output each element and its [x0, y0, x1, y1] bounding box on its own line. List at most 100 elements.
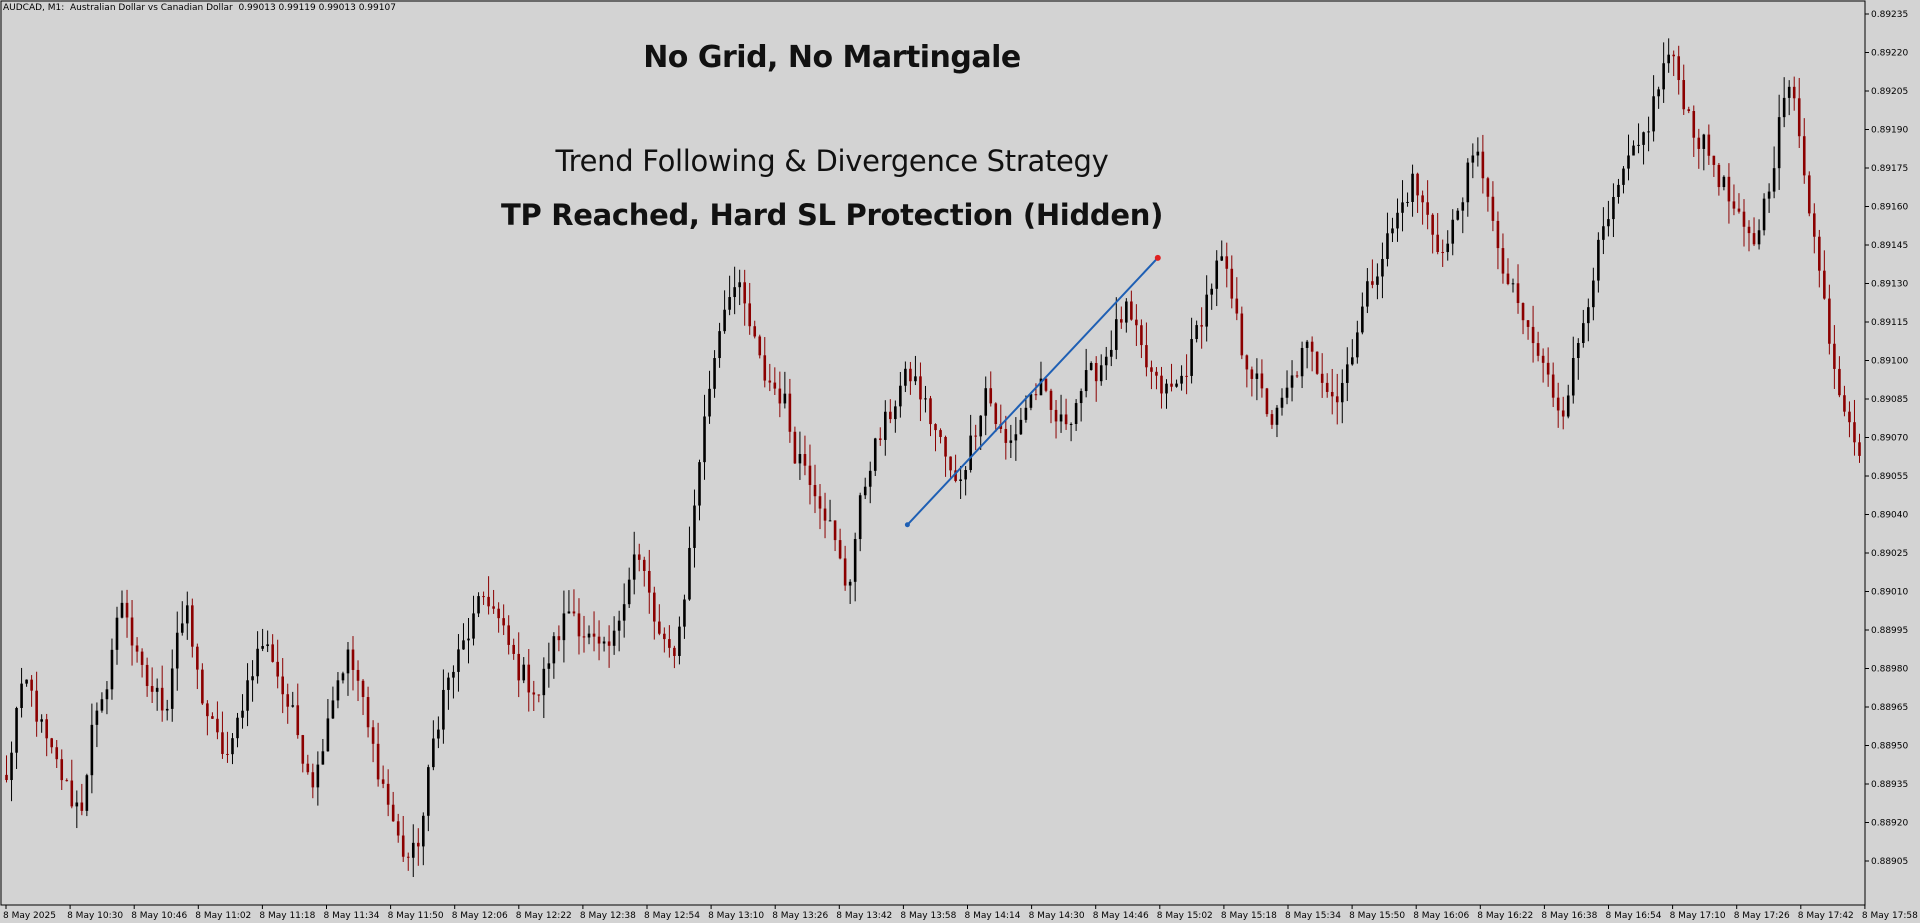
time-tick-label: 8 May 13:58	[900, 911, 956, 921]
candle-body	[1436, 234, 1439, 253]
time-tick-label: 8 May 11:34	[324, 911, 380, 921]
candle-body	[1260, 373, 1264, 389]
candle-body	[873, 438, 877, 471]
price-tick-label: 0.89010	[1871, 588, 1908, 598]
candle-body	[813, 484, 817, 497]
symbol-info-line: AUDCAD, M1: Australian Dollar vs Canadia…	[3, 3, 396, 13]
price-tick-label: 0.88920	[1871, 819, 1908, 829]
candle-body	[1265, 388, 1269, 415]
candle-body	[637, 554, 641, 560]
candle-body	[1647, 131, 1650, 133]
time-tick-label: 8 May 11:50	[388, 911, 444, 921]
time-tick-label: 8 May 12:22	[516, 911, 572, 921]
price-tick-label: 0.89175	[1871, 164, 1908, 174]
candle-body	[1270, 414, 1274, 425]
strategy-subtitle: Trend Following & Divergence Strategy	[555, 144, 1109, 178]
price-tick-label: 0.89115	[1871, 318, 1908, 328]
candle-body	[105, 689, 109, 700]
candle-body	[1125, 301, 1128, 323]
candle-body	[1702, 134, 1706, 149]
price-tick-label: 0.88905	[1871, 857, 1908, 867]
candle-body	[1747, 226, 1751, 234]
candle-body	[1019, 419, 1023, 435]
candle-body	[1516, 283, 1520, 304]
candle-body	[316, 764, 320, 788]
candle-body	[1787, 86, 1791, 98]
candle-body	[517, 653, 521, 681]
candle-body	[336, 680, 340, 701]
price-tick-label: 0.89205	[1871, 87, 1908, 97]
candle-body	[60, 759, 64, 781]
candle-body	[221, 732, 224, 754]
candle-body	[698, 462, 701, 506]
candle-body	[823, 508, 827, 521]
candle-body	[1014, 434, 1018, 441]
candle-body	[1632, 145, 1635, 156]
candle-body	[1556, 397, 1560, 411]
candle-body	[1582, 323, 1585, 344]
candle-body	[1180, 375, 1183, 384]
trade-layer	[904, 254, 1161, 528]
candle-body	[261, 646, 264, 649]
candle-body	[688, 547, 691, 600]
candle-body	[773, 382, 777, 389]
candle-body	[1074, 403, 1078, 424]
candle-body	[1727, 176, 1731, 202]
candle-body	[306, 763, 310, 773]
candle-body	[482, 596, 485, 598]
time-axis[interactable]: 8 May 2025 8 May 10:30 8 May 10:46 8 May 11…	[3, 905, 1918, 921]
time-tick-label: 8 May 16:06	[1413, 911, 1469, 921]
candle-body	[1441, 252, 1444, 254]
candle-body	[582, 636, 586, 638]
candle-body	[1225, 256, 1229, 269]
candle-body	[1802, 136, 1806, 176]
candle-body	[1305, 341, 1309, 348]
candle-body	[718, 331, 721, 359]
candle-body	[788, 393, 792, 432]
candle-body	[632, 554, 636, 580]
time-tick-label: 8 May 10:46	[131, 911, 187, 921]
candle-body	[949, 456, 952, 471]
time-tick-label: 8 May 16:38	[1541, 911, 1597, 921]
plot-border	[0, 0, 1866, 906]
candle-body	[406, 856, 410, 858]
candle-body	[562, 613, 566, 641]
candle-body	[291, 705, 295, 707]
candle-body	[462, 640, 465, 650]
trade-line	[906, 257, 1159, 526]
candle-body	[1165, 383, 1168, 394]
tp-exit-marker	[1154, 254, 1161, 261]
candle-body	[1662, 63, 1665, 90]
candle-body	[321, 751, 325, 765]
candle-body	[1451, 219, 1455, 244]
candle-body	[356, 669, 360, 681]
candle-body	[713, 358, 716, 389]
candle-body	[1642, 132, 1645, 145]
candle-body	[10, 752, 13, 781]
candle-body	[889, 411, 892, 420]
candle-body	[1707, 134, 1711, 156]
price-axis[interactable]: 0.89235 0.89220 0.89205 0.89190 0.89175 0.891…	[1865, 10, 1908, 867]
candle-body	[1496, 220, 1500, 249]
time-tick-label: 8 May 14:46	[1093, 911, 1149, 921]
candle-body	[1240, 313, 1244, 356]
candle-body	[422, 815, 425, 847]
candle-body	[728, 297, 731, 310]
candle-body	[251, 676, 254, 681]
candle-body	[653, 592, 656, 622]
candle-body	[768, 380, 772, 383]
candle-body	[286, 694, 290, 707]
time-tick-label: 8 May 10:30	[67, 911, 123, 921]
price-tick-label: 0.89070	[1871, 434, 1908, 444]
candle-body	[1325, 382, 1329, 392]
candle-body	[708, 388, 711, 417]
candle-body	[1320, 373, 1324, 383]
price-tick-label: 0.89100	[1871, 357, 1908, 367]
candle-body	[1843, 395, 1846, 412]
candle-body	[909, 368, 912, 382]
time-tick-label: 8 May 17:10	[1670, 911, 1726, 921]
candle-body	[1501, 248, 1505, 274]
candle-body	[366, 697, 370, 728]
